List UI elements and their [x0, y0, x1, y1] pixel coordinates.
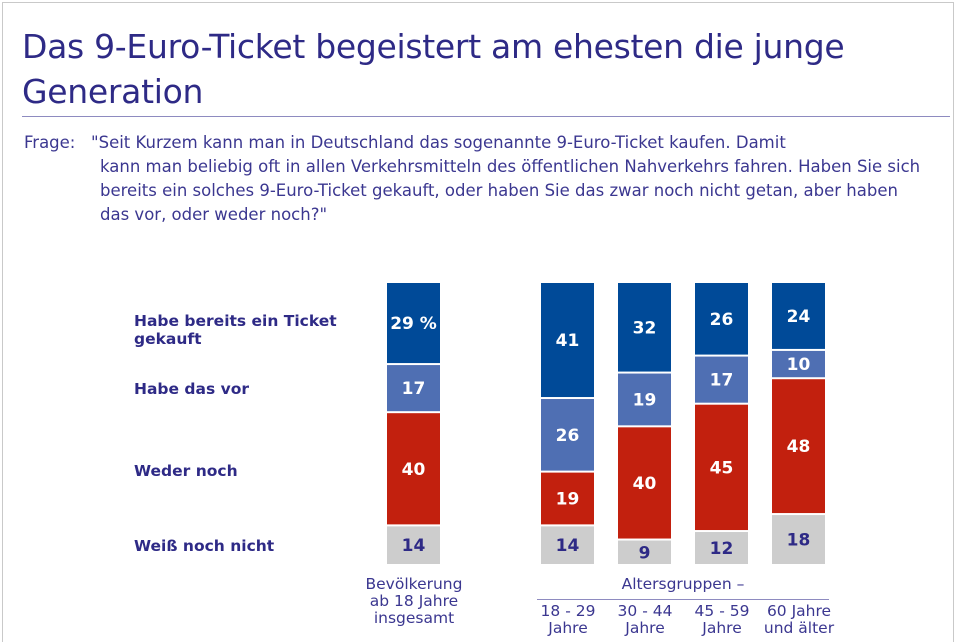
bar-segment-45-59-dontknow: [695, 532, 748, 564]
bar-segment-total-neither: [387, 413, 440, 525]
bar-segment-30-44-plan: [618, 373, 671, 426]
bar-segment-30-44-bought: [618, 283, 671, 372]
value-label-total-plan: 17: [402, 379, 426, 399]
value-label-60-plus-plan: 10: [787, 355, 811, 375]
x-label-18-29: 18 - 29 Jahre: [532, 603, 604, 637]
x-label-45-59: 45 - 59 Jahre: [685, 603, 759, 637]
value-label-60-plus-bought: 24: [787, 307, 811, 327]
bar-segment-total-dontknow: [387, 526, 440, 564]
bar-segment-45-59-bought: [695, 283, 748, 355]
bar-segment-60-plus-neither: [772, 379, 825, 514]
x-label-45-59-line1: 45 - 59: [694, 602, 750, 620]
value-label-45-59-plan: 17: [710, 371, 734, 391]
value-label-60-plus-dontknow: 18: [787, 531, 811, 551]
x-label-total-line1: Bevölkerung: [365, 575, 463, 593]
bar-segment-60-plus-plan: [772, 350, 825, 378]
value-label-30-44-plan: 19: [633, 390, 657, 410]
bar-segment-total-bought: [387, 283, 440, 364]
bar-segment-18-29-dontknow: [541, 526, 594, 564]
bar-segment-60-plus-dontknow: [772, 515, 825, 564]
question-label: Frage:: [24, 133, 76, 152]
x-label-45-59-line2: Jahre: [702, 619, 742, 637]
x-label-60-plus-line1: 60 Jahre: [766, 602, 832, 620]
question-text-rest: kann man beliebig oft in allen Verkehrsm…: [100, 157, 921, 224]
legend-label-dontknow: Weiß noch nicht: [134, 537, 275, 555]
value-label-total-neither: 40: [402, 460, 426, 480]
x-label-total-line3: insgesamt: [373, 609, 455, 627]
title-underline: [22, 116, 950, 117]
bar-segment-45-59-neither: [695, 404, 748, 531]
value-label-18-29-neither: 19: [556, 489, 580, 509]
page-title: Das 9-Euro-Ticket begeistert am ehesten …: [22, 27, 845, 111]
value-label-45-59-dontknow: 12: [710, 539, 734, 559]
x-label-30-44: 30 - 44 Jahre: [608, 603, 682, 637]
question-text-line1: "Seit Kurzem kann man in Deutschland das…: [91, 133, 786, 152]
value-label-60-plus-neither: 48: [787, 437, 811, 457]
legend-label-neither: Weder noch: [134, 462, 238, 480]
x-label-total: Bevölkerung ab 18 Jahre insgesamt: [352, 576, 476, 627]
x-label-60-plus: 60 Jahre und älter: [758, 603, 840, 637]
value-label-45-59-neither: 45: [710, 458, 734, 478]
bar-segment-30-44-neither: [618, 427, 671, 539]
bars-group: 14 40 17 29 % 14 19 26 41 9 40 19 32 12 45 17 26 18 48 10 2…: [387, 283, 825, 564]
value-label-30-44-dontknow: 9: [639, 543, 651, 563]
bar-segment-18-29-plan: [541, 399, 594, 471]
legend-label-bought: Habe bereits ein Ticket gekauft: [134, 312, 337, 348]
value-label-18-29-dontknow: 14: [556, 536, 580, 556]
value-label-total-dontknow: 14: [402, 536, 426, 556]
value-label-30-44-bought: 32: [633, 318, 657, 338]
legend-label-plan: Habe das vor: [134, 380, 250, 398]
value-label-30-44-neither: 40: [633, 474, 657, 494]
value-label-18-29-plan: 26: [556, 426, 580, 446]
value-label-45-59-bought: 26: [710, 310, 734, 330]
bar-segment-60-plus-bought: [772, 283, 825, 349]
value-label-total-bought: 29 %: [390, 314, 437, 334]
group-label-age: Altersgruppen –: [621, 575, 745, 593]
x-label-30-44-line1: 30 - 44: [617, 602, 673, 620]
group-label-underline: [537, 599, 829, 600]
x-label-60-plus-line2: und älter: [763, 619, 835, 637]
x-label-total-line2: ab 18 Jahre: [369, 592, 459, 610]
x-label-30-44-line2: Jahre: [625, 619, 665, 637]
question-text: "Seit Kurzem kann man in Deutschland das…: [91, 131, 921, 227]
bar-segment-30-44-dontknow: [618, 540, 671, 564]
bar-segment-total-plan: [387, 365, 440, 412]
x-label-18-29-line1: 18 - 29: [540, 602, 596, 620]
bar-segment-18-29-bought: [541, 283, 594, 398]
bar-segment-45-59-plan: [695, 356, 748, 403]
bar-segment-18-29-neither: [541, 472, 594, 525]
x-label-18-29-line2: Jahre: [548, 619, 588, 637]
value-label-18-29-bought: 41: [556, 331, 580, 351]
